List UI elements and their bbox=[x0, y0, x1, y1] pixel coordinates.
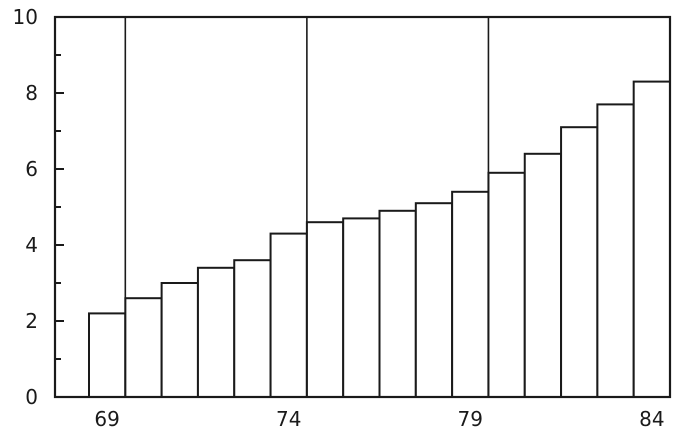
bar-73 bbox=[233, 259, 272, 399]
bar-82 bbox=[560, 126, 599, 398]
bar-83 bbox=[596, 103, 635, 399]
x-tick-label-79: 79 bbox=[458, 407, 483, 430]
bars-group bbox=[88, 80, 671, 399]
bar-75 bbox=[305, 221, 345, 398]
x-axis-tick-labels: 69 74 79 84 bbox=[94, 407, 664, 430]
y-tick-label-6: 6 bbox=[25, 157, 38, 181]
x-tick-label-69: 69 bbox=[94, 407, 119, 430]
bar-81 bbox=[523, 152, 563, 398]
bar-76 bbox=[342, 217, 381, 398]
bar-79 bbox=[451, 190, 490, 398]
y-axis-tick-labels: 0 2 4 6 8 10 bbox=[13, 5, 38, 409]
bar-74 bbox=[269, 232, 308, 398]
plot-area bbox=[53, 15, 672, 399]
x-tick-label-84: 84 bbox=[639, 407, 664, 430]
bar-80 bbox=[487, 171, 526, 398]
bar-71 bbox=[160, 282, 199, 398]
y-tick-label-4: 4 bbox=[25, 233, 38, 257]
y-tick-label-8: 8 bbox=[25, 81, 38, 105]
y-tick-label-2: 2 bbox=[25, 309, 38, 333]
bar-72 bbox=[196, 266, 236, 398]
y-tick-label-10: 10 bbox=[13, 5, 38, 29]
bar-84 bbox=[632, 80, 671, 398]
bar-77 bbox=[378, 209, 417, 398]
bar-78 bbox=[414, 202, 454, 398]
x-tick-label-74: 74 bbox=[276, 407, 301, 430]
bar-70 bbox=[124, 297, 163, 399]
bar-69 bbox=[88, 312, 127, 398]
y-tick-label-0: 0 bbox=[25, 385, 38, 409]
